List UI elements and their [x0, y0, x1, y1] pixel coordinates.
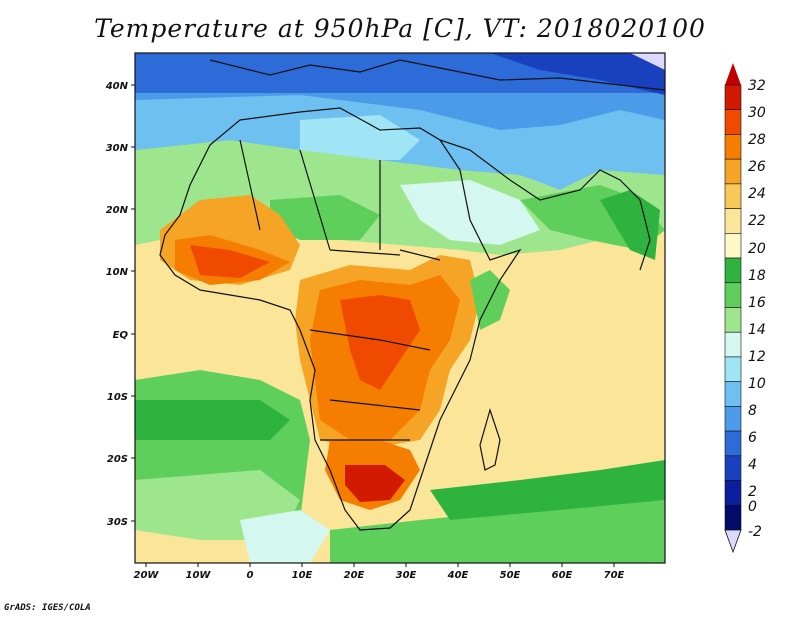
lat-label: 20N — [106, 205, 129, 216]
lat-label: 40N — [105, 81, 129, 92]
lon-label: 30E — [396, 570, 417, 581]
colorbar-label: 6 — [748, 430, 757, 446]
colorbar-label: 8 — [748, 403, 757, 419]
colorbar-swatch — [724, 356, 742, 382]
colorbar-swatch — [724, 430, 742, 457]
colorbar-label: 12 — [748, 349, 766, 365]
lat-label: 10N — [106, 267, 129, 278]
lon-label: 50E — [500, 570, 521, 581]
colorbar-swatch — [724, 381, 742, 407]
lon-label: 70E — [604, 570, 625, 581]
colorbar-top-arrow — [725, 63, 741, 85]
colorbar-label: 16 — [748, 295, 766, 311]
lat-label: EQ — [113, 330, 129, 341]
colorbar-label: 24 — [748, 186, 766, 202]
colorbar-swatch — [724, 109, 742, 135]
colorbar-label: 0 — [748, 499, 757, 515]
colorbar: 32 30 28 26 24 22 20 18 16 14 12 10 8 6 … — [724, 63, 766, 554]
colorbar-label: 4 — [748, 457, 757, 473]
colorbar-swatches — [724, 84, 742, 531]
colorbar-swatch — [724, 84, 742, 111]
colorbar-label: 20 — [748, 241, 766, 257]
colorbar-swatch — [724, 233, 742, 259]
colorbar-swatch — [724, 183, 742, 209]
colorbar-swatch — [724, 504, 742, 531]
colorbar-swatch — [724, 158, 742, 185]
colorbar-bottom-arrow — [724, 529, 742, 554]
lon-label: 10W — [186, 570, 212, 581]
lon-label: 60E — [552, 570, 573, 581]
colorbar-swatch — [724, 307, 742, 333]
lat-label: 10S — [107, 392, 128, 403]
credit-text: GrADS: IGES/COLA — [4, 603, 91, 613]
colorbar-swatch — [724, 406, 742, 432]
lat-label: 30S — [107, 517, 128, 528]
lon-label: 40E — [447, 570, 469, 581]
colorbar-swatch — [724, 134, 742, 160]
colorbar-swatch — [724, 480, 742, 506]
temperature-field — [135, 53, 665, 563]
colorbar-label: 22 — [748, 213, 766, 229]
colorbar-label: 14 — [748, 322, 766, 338]
lat-label: 30N — [106, 143, 129, 154]
colorbar-label: 26 — [748, 159, 766, 175]
lon-label: 20E — [344, 570, 365, 581]
colorbar-swatch — [724, 257, 742, 284]
colorbar-label: 2 — [748, 484, 757, 500]
colorbar-label: -2 — [748, 524, 762, 540]
colorbar-label: 32 — [748, 78, 766, 94]
plot-frame — [134, 52, 666, 564]
colorbar-swatch — [724, 208, 742, 234]
colorbar-swatch — [724, 331, 742, 358]
lon-label: 10E — [292, 570, 313, 581]
colorbar-label: 18 — [748, 268, 766, 284]
map-title: Temperature at 950hPa [C], VT: 201802010… — [94, 14, 706, 43]
coastlines — [159, 59, 665, 531]
colorbar-swatch — [724, 282, 742, 308]
lat-label: 20S — [107, 454, 128, 465]
colorbar-label: 30 — [748, 105, 766, 121]
colorbar-swatch — [724, 455, 742, 481]
lat-axis: 40N 30N 20N 10N EQ 10S 20S 30S — [105, 81, 135, 528]
lon-axis: 20W 10W 0 10E 20E 30E 40E 50E 60E 70E — [134, 563, 625, 581]
colorbar-label: 10 — [748, 376, 766, 392]
colorbar-label: 28 — [748, 132, 766, 148]
lon-label: 0 — [247, 570, 254, 581]
lon-label: 20W — [134, 570, 160, 581]
